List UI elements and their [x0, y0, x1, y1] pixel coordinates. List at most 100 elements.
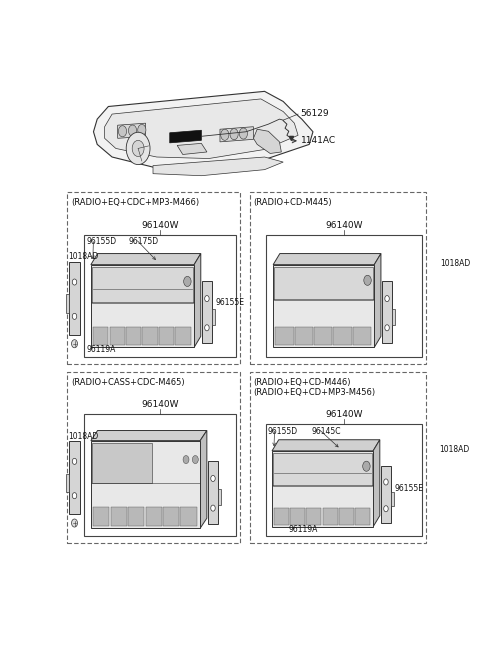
- Text: 96175D: 96175D: [129, 237, 159, 246]
- Bar: [84, 414, 236, 536]
- Polygon shape: [118, 123, 145, 138]
- Text: 1018AD: 1018AD: [68, 253, 98, 262]
- Circle shape: [72, 519, 77, 527]
- Circle shape: [230, 129, 238, 140]
- Bar: [266, 424, 422, 536]
- Text: 96155D: 96155D: [86, 237, 116, 246]
- Bar: [67, 372, 240, 543]
- Circle shape: [385, 296, 389, 302]
- Text: (RADIO+CD-M445): (RADIO+CD-M445): [253, 198, 332, 207]
- Circle shape: [72, 340, 77, 348]
- Circle shape: [72, 459, 77, 464]
- Circle shape: [132, 140, 144, 157]
- Bar: [391, 491, 394, 506]
- Polygon shape: [170, 131, 202, 143]
- Polygon shape: [94, 91, 313, 170]
- Bar: [333, 327, 351, 346]
- Polygon shape: [105, 99, 298, 159]
- Bar: [273, 264, 374, 348]
- Circle shape: [444, 315, 449, 321]
- Circle shape: [240, 128, 248, 139]
- Bar: [442, 268, 452, 335]
- Bar: [290, 508, 305, 525]
- Text: 96140W: 96140W: [141, 221, 179, 230]
- Bar: [69, 262, 80, 335]
- Polygon shape: [273, 254, 381, 264]
- Circle shape: [129, 125, 137, 136]
- Bar: [145, 507, 162, 526]
- Circle shape: [443, 497, 448, 503]
- Bar: [306, 508, 322, 525]
- Bar: [276, 327, 294, 346]
- Polygon shape: [253, 129, 281, 154]
- Polygon shape: [177, 144, 207, 155]
- Text: 1018AD: 1018AD: [439, 445, 469, 454]
- Circle shape: [444, 283, 449, 289]
- Bar: [66, 295, 69, 313]
- Polygon shape: [220, 127, 253, 142]
- Bar: [110, 507, 127, 526]
- Bar: [159, 327, 174, 346]
- Text: 96140W: 96140W: [325, 410, 363, 419]
- Bar: [437, 482, 440, 497]
- Bar: [92, 267, 193, 303]
- Text: 56129: 56129: [300, 109, 329, 118]
- Bar: [93, 327, 108, 346]
- Bar: [163, 507, 180, 526]
- Circle shape: [72, 493, 77, 499]
- Circle shape: [364, 276, 371, 285]
- Circle shape: [211, 476, 215, 482]
- Bar: [84, 235, 236, 357]
- Circle shape: [443, 521, 448, 529]
- Bar: [66, 474, 69, 492]
- Bar: [212, 309, 215, 325]
- Bar: [69, 441, 80, 514]
- Bar: [175, 327, 191, 346]
- Circle shape: [192, 455, 198, 464]
- Polygon shape: [153, 157, 283, 176]
- Bar: [314, 327, 332, 346]
- Polygon shape: [91, 430, 207, 441]
- Bar: [250, 372, 426, 543]
- Bar: [93, 507, 109, 526]
- Text: 1018AD: 1018AD: [440, 258, 470, 268]
- Polygon shape: [374, 254, 381, 348]
- Text: (RADIO+EQ+CDC+MP3-M466): (RADIO+EQ+CDC+MP3-M466): [71, 198, 199, 207]
- Bar: [266, 235, 422, 357]
- Circle shape: [384, 506, 388, 512]
- Text: (RADIO+EQ+CD-M446): (RADIO+EQ+CD-M446): [253, 378, 351, 387]
- Text: 96155D: 96155D: [267, 427, 297, 436]
- Circle shape: [138, 125, 146, 136]
- Circle shape: [221, 129, 229, 140]
- Text: 96140W: 96140W: [325, 221, 363, 230]
- Circle shape: [444, 340, 450, 348]
- Bar: [180, 507, 197, 526]
- Text: (RADIO+EQ+CD+MP3-M456): (RADIO+EQ+CD+MP3-M456): [253, 388, 375, 397]
- Circle shape: [72, 279, 77, 285]
- Polygon shape: [200, 430, 207, 528]
- Polygon shape: [272, 440, 380, 451]
- Bar: [126, 327, 142, 346]
- Circle shape: [126, 133, 150, 165]
- Bar: [383, 281, 392, 343]
- Bar: [67, 192, 240, 364]
- Text: 96155E: 96155E: [394, 484, 423, 493]
- Circle shape: [72, 314, 77, 319]
- Bar: [353, 327, 371, 346]
- Text: 96145C: 96145C: [311, 427, 341, 436]
- Bar: [217, 489, 221, 505]
- Text: 1018AD: 1018AD: [68, 432, 98, 441]
- Text: 1141AC: 1141AC: [301, 136, 336, 146]
- Bar: [250, 192, 426, 364]
- Circle shape: [119, 126, 127, 137]
- Bar: [202, 281, 212, 343]
- Bar: [128, 507, 144, 526]
- Bar: [295, 327, 313, 346]
- Bar: [323, 508, 337, 525]
- Polygon shape: [373, 440, 380, 527]
- Bar: [392, 309, 395, 325]
- Bar: [91, 441, 200, 528]
- Polygon shape: [91, 254, 201, 264]
- Bar: [91, 264, 194, 348]
- Bar: [355, 508, 370, 525]
